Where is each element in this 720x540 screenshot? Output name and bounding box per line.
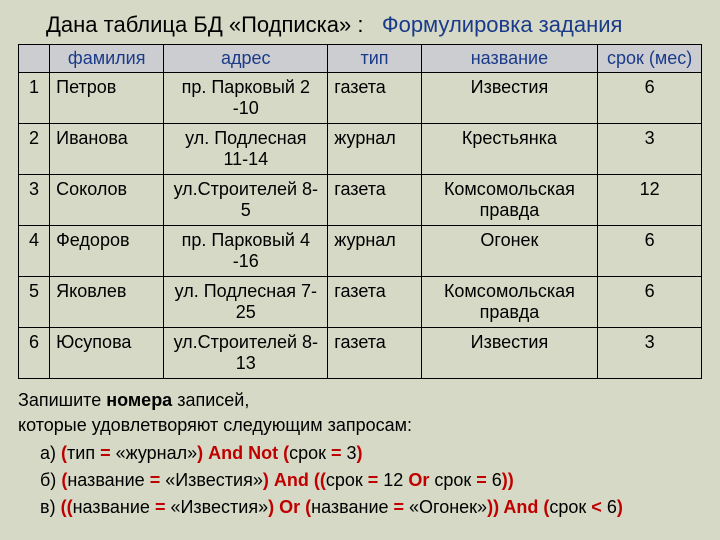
cell-fam: Петров xyxy=(50,73,164,124)
query-b: б) (название = «Известия») And ((срок = … xyxy=(40,467,702,494)
cell-num: 2 xyxy=(19,124,50,175)
col-header-num xyxy=(19,45,50,73)
cell-naz: Крестьянка xyxy=(421,124,597,175)
table-row: 5Яковлевул. Подлесная 7-25газетаКомсомол… xyxy=(19,277,702,328)
cell-fam: Федоров xyxy=(50,226,164,277)
instruction-line2: которые удовлетворяют следующим запросам… xyxy=(18,414,702,437)
table-row: 2Ивановаул. Подлесная 11-14журналКрестья… xyxy=(19,124,702,175)
cell-tip: газета xyxy=(328,73,421,124)
cell-fam: Соколов xyxy=(50,175,164,226)
query-a: а) (тип = «журнал») And Not (срок = 3) xyxy=(40,440,702,467)
cell-adr: ул. Подлесная 11-14 xyxy=(164,124,328,175)
col-header-adr: адрес xyxy=(164,45,328,73)
cell-tip: журнал xyxy=(328,226,421,277)
cell-tip: газета xyxy=(328,175,421,226)
cell-srok: 3 xyxy=(598,328,702,379)
cell-srok: 6 xyxy=(598,226,702,277)
cell-num: 1 xyxy=(19,73,50,124)
table-header-row: фамилия адрес тип название срок (мес) xyxy=(19,45,702,73)
cell-naz: Известия xyxy=(421,328,597,379)
table-row: 4Федоровпр. Парковый 4 -16журналОгонек6 xyxy=(19,226,702,277)
cell-num: 5 xyxy=(19,277,50,328)
cell-num: 4 xyxy=(19,226,50,277)
cell-adr: ул.Строителей 8-13 xyxy=(164,328,328,379)
data-table: фамилия адрес тип название срок (мес) 1П… xyxy=(18,44,702,379)
cell-adr: ул.Строителей 8-5 xyxy=(164,175,328,226)
cell-fam: Иванова xyxy=(50,124,164,175)
cell-num: 3 xyxy=(19,175,50,226)
col-header-naz: название xyxy=(421,45,597,73)
title-left: Дана таблица БД «Подписка» : xyxy=(46,12,363,37)
cell-adr: ул. Подлесная 7-25 xyxy=(164,277,328,328)
table-row: 3Соколовул.Строителей 8-5газетаКомсомоль… xyxy=(19,175,702,226)
table-row: 1Петровпр. Парковый 2 -10газетаИзвестия6 xyxy=(19,73,702,124)
query-c: в) ((название = «Известия») Or (название… xyxy=(40,494,702,521)
table-row: 6Юсуповаул.Строителей 8-13газетаИзвестия… xyxy=(19,328,702,379)
cell-adr: пр. Парковый 4 -16 xyxy=(164,226,328,277)
col-header-srok: срок (мес) xyxy=(598,45,702,73)
cell-tip: журнал xyxy=(328,124,421,175)
col-header-tip: тип xyxy=(328,45,421,73)
cell-num: 6 xyxy=(19,328,50,379)
cell-naz: Огонек xyxy=(421,226,597,277)
cell-srok: 6 xyxy=(598,73,702,124)
cell-naz: Комсомольская правда xyxy=(421,277,597,328)
cell-fam: Яковлев xyxy=(50,277,164,328)
col-header-fam: фамилия xyxy=(50,45,164,73)
cell-fam: Юсупова xyxy=(50,328,164,379)
instruction-line1: Запишите номера записей, xyxy=(18,389,702,412)
cell-adr: пр. Парковый 2 -10 xyxy=(164,73,328,124)
cell-srok: 12 xyxy=(598,175,702,226)
title-right: Формулировка задания xyxy=(382,12,623,37)
cell-srok: 3 xyxy=(598,124,702,175)
cell-srok: 6 xyxy=(598,277,702,328)
page-title: Дана таблица БД «Подписка» : Формулировк… xyxy=(46,12,702,38)
cell-naz: Известия xyxy=(421,73,597,124)
cell-tip: газета xyxy=(328,328,421,379)
cell-naz: Комсомольская правда xyxy=(421,175,597,226)
cell-tip: газета xyxy=(328,277,421,328)
